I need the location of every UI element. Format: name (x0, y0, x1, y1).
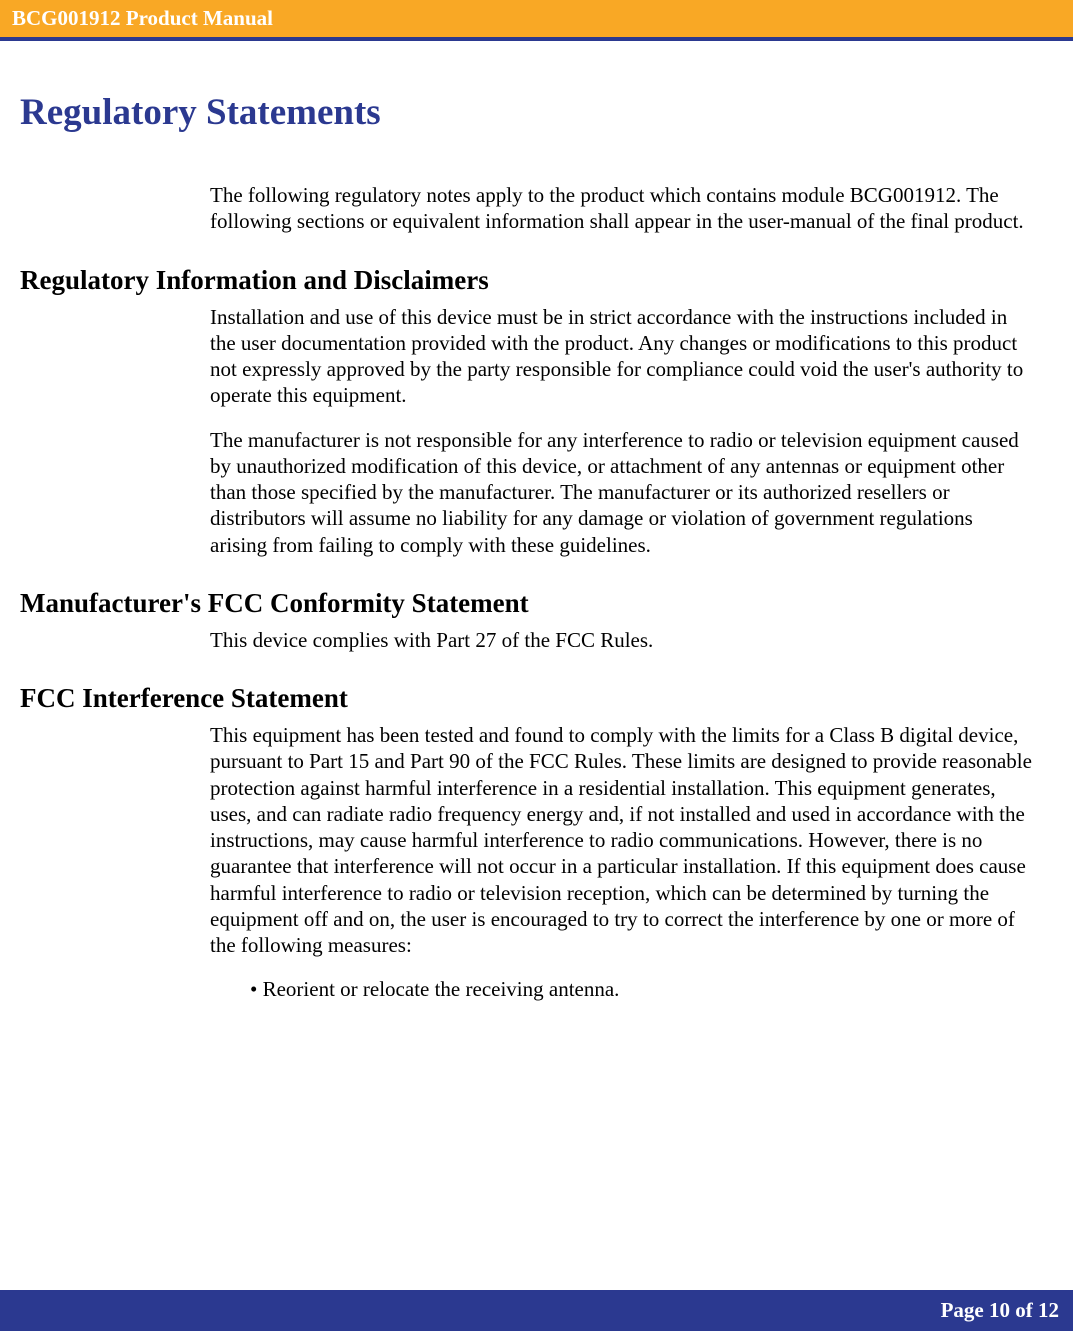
section-heading-0: Regulatory Information and Disclaimers (20, 265, 1033, 296)
intro-paragraph: The following regulatory notes apply to … (210, 182, 1033, 235)
header-bar: BCG001912 Product Manual (0, 0, 1073, 37)
main-heading: Regulatory Statements (20, 91, 1033, 134)
footer-bar: Page 10 of 12 (0, 1290, 1073, 1331)
section-0-paragraph-1: The manufacturer is not responsible for … (210, 427, 1033, 558)
section-2-paragraph-0: This equipment has been tested and found… (210, 722, 1033, 958)
section-heading-1: Manufacturer's FCC Conformity Statement (20, 588, 1033, 619)
header-title: BCG001912 Product Manual (12, 6, 273, 30)
section-heading-2: FCC Interference Statement (20, 683, 1033, 714)
section-1-paragraph-0: This device complies with Part 27 of the… (210, 627, 1033, 653)
section-0-paragraph-0: Installation and use of this device must… (210, 304, 1033, 409)
page-content: Regulatory Statements The following regu… (0, 41, 1073, 1003)
page-number: Page 10 of 12 (941, 1298, 1059, 1322)
section-2-bullet-0: • Reorient or relocate the receiving ant… (250, 976, 1033, 1002)
